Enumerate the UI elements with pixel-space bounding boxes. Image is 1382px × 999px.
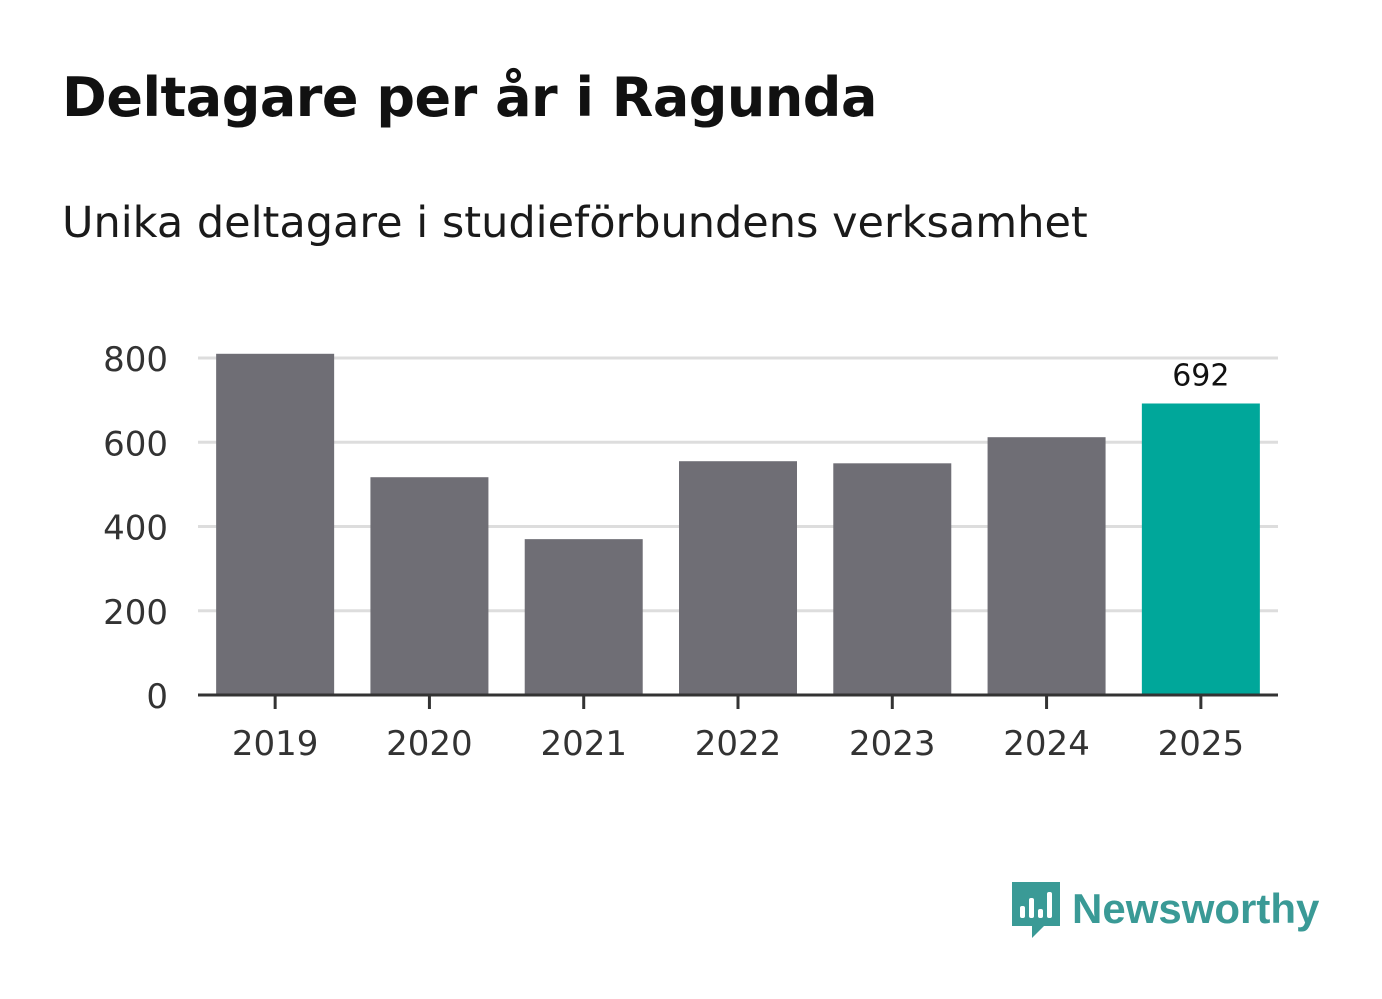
x-tick-label: 2023 xyxy=(849,724,936,764)
bar-2023 xyxy=(833,463,951,695)
bar-2020 xyxy=(370,477,488,695)
y-tick-label: 0 xyxy=(146,677,168,717)
newsworthy-logo-icon xyxy=(1010,878,1062,940)
x-axis xyxy=(198,695,1278,709)
y-tick-label: 800 xyxy=(103,340,168,380)
bar-2022 xyxy=(679,461,797,695)
x-tick-label: 2024 xyxy=(1003,724,1090,764)
brand-name: Newsworthy xyxy=(1072,885,1319,933)
x-tick-label: 2025 xyxy=(1158,724,1245,764)
x-tick-label: 2019 xyxy=(232,724,319,764)
x-tick-label: 2022 xyxy=(695,724,782,764)
x-tick-label: 2021 xyxy=(540,724,627,764)
bar-chart: 0 200 400 600 800 2019 2020 2021 2022 2023 2024 202… xyxy=(0,0,1382,999)
y-tick-label: 400 xyxy=(103,509,168,549)
bar-2019 xyxy=(216,354,334,695)
y-tick-label: 200 xyxy=(103,593,168,633)
bar-2025 xyxy=(1142,403,1260,695)
bars xyxy=(216,354,1260,695)
y-tick-label: 600 xyxy=(103,424,168,464)
bar-2024 xyxy=(988,437,1106,695)
data-label: 692 xyxy=(1172,358,1229,393)
brand-footer: Newsworthy xyxy=(1010,878,1319,940)
bar-2021 xyxy=(525,539,643,695)
x-tick-label: 2020 xyxy=(386,724,473,764)
